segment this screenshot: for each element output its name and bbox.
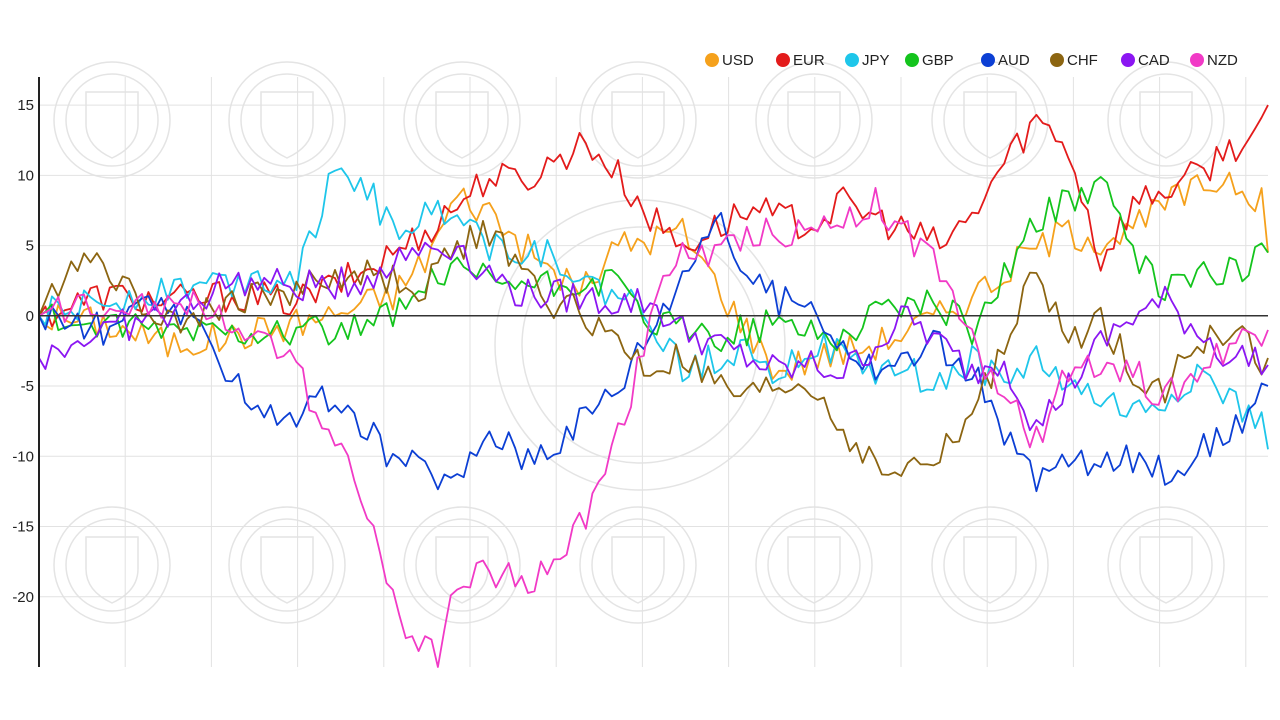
y-tick-label: -10 xyxy=(12,448,34,465)
watermark-emblem xyxy=(228,61,346,179)
y-tick-label: -5 xyxy=(21,378,34,395)
watermark-emblem xyxy=(53,61,171,179)
legend-marker xyxy=(845,53,859,67)
legend-label: GBP xyxy=(922,52,954,69)
series-line-aud xyxy=(38,211,1269,493)
watermark-emblem xyxy=(579,506,697,624)
watermark-emblem xyxy=(228,506,346,624)
legend-label: AUD xyxy=(998,52,1030,69)
legend: USD EUR JPY GBP AUD CHF CAD NZD xyxy=(705,52,1238,69)
legend-marker xyxy=(1050,53,1064,67)
legend-marker xyxy=(981,53,995,67)
watermark-emblem xyxy=(403,61,521,179)
legend-item-aud[interactable]: AUD xyxy=(981,52,1030,69)
watermark-center-emblem xyxy=(494,199,786,491)
legend-item-nzd[interactable]: NZD xyxy=(1190,52,1238,69)
y-tick-label: -15 xyxy=(12,519,34,536)
series-line-usd xyxy=(38,171,1269,381)
watermark-emblem xyxy=(1107,61,1225,179)
legend-item-cad[interactable]: CAD xyxy=(1121,52,1170,69)
watermark-emblem xyxy=(755,506,873,624)
y-tick-label: 5 xyxy=(26,238,34,255)
legend-label: JPY xyxy=(862,52,890,69)
watermark-emblem xyxy=(53,506,171,624)
legend-label: EUR xyxy=(793,52,825,69)
watermark-emblem xyxy=(755,61,873,179)
watermark-layer xyxy=(53,61,1225,624)
legend-label: NZD xyxy=(1207,52,1238,69)
legend-item-chf[interactable]: CHF xyxy=(1050,52,1098,69)
series-line-eur xyxy=(38,104,1269,328)
legend-item-eur[interactable]: EUR xyxy=(776,52,825,69)
legend-label: CHF xyxy=(1067,52,1098,69)
watermark-emblem xyxy=(931,61,1049,179)
legend-marker xyxy=(1190,53,1204,67)
legend-label: CAD xyxy=(1138,52,1170,69)
watermark-emblem xyxy=(403,506,521,624)
y-tick-label: 10 xyxy=(17,167,34,184)
watermark-emblem xyxy=(579,61,697,179)
watermark-emblem xyxy=(931,506,1049,624)
y-axis-tick-labels: 15 10 5 0 -5 -10 -15 -20 xyxy=(12,97,34,606)
series-line-chf xyxy=(38,219,1269,477)
legend-marker xyxy=(905,53,919,67)
legend-item-jpy[interactable]: JPY xyxy=(845,52,890,69)
y-tick-label: 0 xyxy=(26,308,34,325)
legend-marker xyxy=(705,53,719,67)
series-line-gbp xyxy=(38,175,1269,353)
legend-item-gbp[interactable]: GBP xyxy=(905,52,954,69)
y-tick-label: 15 xyxy=(17,97,34,114)
series-line-nzd xyxy=(38,186,1269,668)
legend-item-usd[interactable]: USD xyxy=(705,52,754,69)
legend-marker xyxy=(1121,53,1135,67)
y-tick-label: -20 xyxy=(12,589,34,606)
series-lines xyxy=(38,104,1269,668)
legend-label: USD xyxy=(722,52,754,69)
watermark-emblem xyxy=(1107,506,1225,624)
legend-marker xyxy=(776,53,790,67)
